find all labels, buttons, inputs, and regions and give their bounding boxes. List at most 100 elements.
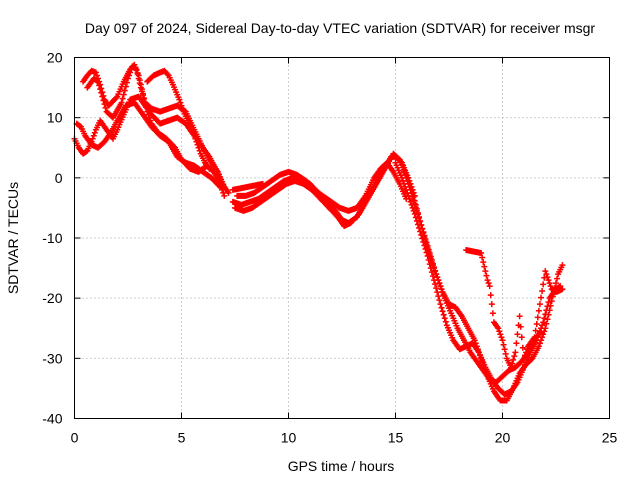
data-point-marker [405,192,412,199]
data-point-marker [436,280,443,287]
data-point-marker [554,275,561,282]
data-point-marker [196,147,203,154]
data-point-marker [495,325,502,332]
data-point-marker [545,311,552,318]
data-point-marker [500,341,507,348]
y-tick-label: 20 [47,50,63,66]
data-point-marker [439,289,446,296]
data-point-marker [435,277,442,284]
data-point-marker [489,310,496,317]
data-point-marker [126,72,133,79]
data-point-marker [437,283,444,290]
data-point-marker [355,212,362,219]
data-point-marker [440,292,447,299]
y-tick-label: -10 [42,230,62,246]
data-point-marker [517,323,524,330]
data-point-marker [545,277,552,284]
data-point-marker [96,82,103,89]
data-point-marker [225,189,232,196]
data-point-marker [83,148,90,155]
data-point-marker [549,293,556,300]
data-point-marker [76,122,83,129]
x-axis-label: GPS time / hours [288,458,395,474]
data-point-marker [510,356,517,363]
data-point-marker [401,168,408,175]
data-point-marker [118,99,125,106]
data-point-marker [122,83,129,90]
data-point-marker [132,65,139,72]
data-point-marker [533,321,540,328]
data-point-marker [499,337,506,344]
data-point-marker [513,340,520,347]
data-point-marker [540,281,547,288]
data-point-marker [139,92,146,99]
data-point-marker [136,80,143,87]
data-point-marker [164,71,171,78]
data-point-marker [259,180,266,187]
data-point-marker [402,171,409,178]
data-point-marker [545,299,552,306]
axis-ticks: 0 5 10 15 20 25 20 10 0 -10 -20 -30 -40 [42,50,617,446]
data-point-marker [409,189,416,196]
y-axis-label: SDTVAR / TECUs [5,182,21,294]
data-point-marker [177,99,184,106]
data-series [80,61,228,199]
data-point-marker [98,89,105,96]
data-point-marker [407,198,414,205]
data-point-marker [437,301,444,308]
data-point-marker [431,265,438,272]
data-point-marker [547,302,554,309]
y-tick-label: 0 [55,170,63,186]
data-point-marker [424,245,431,252]
data-point-marker [472,340,479,347]
data-point-marker [193,138,200,145]
data-point-marker [496,328,503,335]
data-point-marker [93,77,100,84]
data-points [71,61,566,404]
data-point-marker [146,114,153,121]
data-point-marker [91,129,98,136]
data-point-marker [417,217,424,224]
data-point-marker [97,86,104,93]
data-point-marker [548,298,555,305]
data-point-marker [123,79,130,86]
data-point-marker [481,263,488,270]
data-point-marker [135,75,142,82]
data-point-marker [407,186,414,193]
data-point-marker [539,322,546,329]
data-point-marker [420,229,427,236]
data-point-marker [521,352,528,359]
data-point-marker [433,271,440,278]
data-point-marker [511,353,518,360]
x-tick-label: 10 [281,430,297,446]
data-point-marker [553,280,559,287]
data-point-marker [427,255,434,262]
data-point-marker [538,337,545,344]
y-tick-label: -30 [42,350,62,366]
data-point-marker [419,225,426,232]
data-point-marker [421,233,428,240]
data-point-marker [516,313,523,320]
data-point-marker [542,325,549,332]
data-point-marker [432,281,439,288]
data-point-marker [544,274,551,281]
data-point-marker [192,135,199,142]
data-point-marker [512,349,519,356]
x-tick-label: 20 [495,430,511,446]
data-point-marker [113,94,120,101]
data-point-marker [479,254,486,261]
data-point-marker [501,346,508,353]
data-point-marker [92,69,99,76]
data-point-marker [523,349,530,356]
data-point-marker [483,272,490,279]
x-tick-label: 0 [71,430,79,446]
data-point-marker [395,155,402,162]
data-point-marker [434,274,441,281]
data-point-marker [125,75,131,82]
data-point-marker [425,248,432,255]
data-point-marker [518,334,525,341]
data-point-marker [206,165,213,172]
data-point-marker [406,183,413,190]
data-point-marker [141,95,148,102]
